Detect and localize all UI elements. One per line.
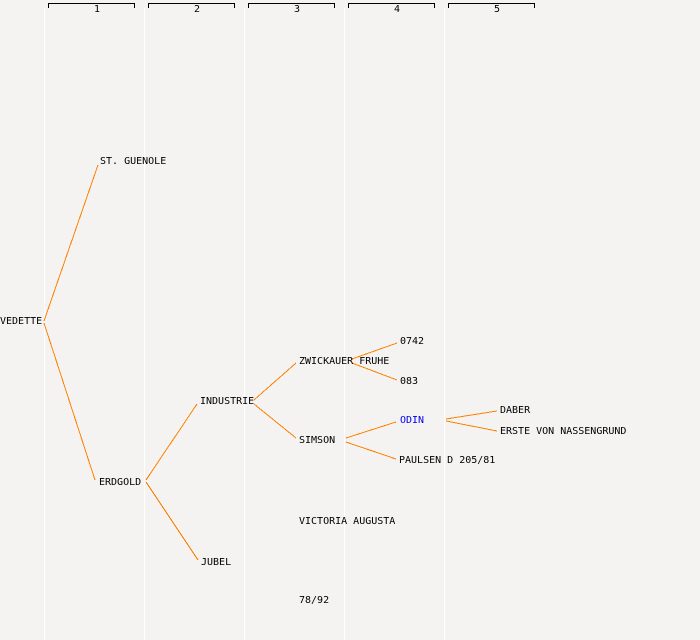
- node-st-guenole[interactable]: ST. GUENOLE: [100, 156, 167, 167]
- node-jubel[interactable]: JUBEL: [201, 557, 232, 568]
- generation-number-4: 4: [393, 4, 401, 15]
- generation-number-3: 3: [293, 4, 301, 15]
- node-industrie[interactable]: INDUSTRIE: [200, 396, 255, 407]
- edge-odin-daber: [445, 410, 498, 420]
- node-zwickauer-fruhe[interactable]: ZWICKAUER FRUHE: [299, 356, 390, 367]
- generation-number-1: 1: [93, 4, 101, 15]
- edge-erdgold-jubel: [145, 481, 199, 561]
- node-083[interactable]: 083: [400, 376, 419, 387]
- generation-bracket-1: [48, 3, 135, 8]
- node-erdgold[interactable]: ERDGOLD: [99, 477, 142, 488]
- edge-vedette-erdgold: [43, 322, 96, 481]
- generation-bracket-2: [148, 3, 235, 8]
- edge-simson-odin: [345, 421, 397, 439]
- node-paulsen-d-205-81[interactable]: PAULSEN D 205/81: [399, 455, 496, 466]
- edge-odin-erste-von-nassengrund: [445, 420, 498, 432]
- node-odin[interactable]: ODIN: [400, 415, 425, 426]
- generation-number-2: 2: [193, 4, 201, 15]
- edge-zwickauer-fruhe-083: [351, 362, 398, 381]
- edge-industrie-zwickauer-fruhe: [253, 362, 297, 401]
- edge-zwickauer-fruhe-0742: [351, 342, 398, 360]
- edge-vedette-st-guenole: [43, 164, 99, 322]
- node-erste-von-nassengrund[interactable]: ERSTE VON NASSENGRUND: [500, 426, 627, 437]
- edge-erdgold-industrie: [145, 403, 198, 481]
- node-victoria-augusta[interactable]: VICTORIA AUGUSTA: [299, 516, 396, 527]
- node-simson[interactable]: SIMSON: [299, 435, 336, 446]
- node-vedette[interactable]: VEDETTE: [0, 316, 43, 327]
- generation-bracket-3: [248, 3, 335, 8]
- node-daber[interactable]: DABER: [500, 405, 531, 416]
- node-78-92[interactable]: 78/92: [299, 595, 330, 606]
- generation-bracket-5: [448, 3, 535, 8]
- generation-bracket-4: [348, 3, 435, 8]
- node-0742[interactable]: 0742: [400, 336, 425, 347]
- generation-number-5: 5: [493, 4, 501, 15]
- edge-simson-paulsen-d-205-81: [345, 441, 397, 460]
- edge-industrie-simson: [253, 403, 297, 439]
